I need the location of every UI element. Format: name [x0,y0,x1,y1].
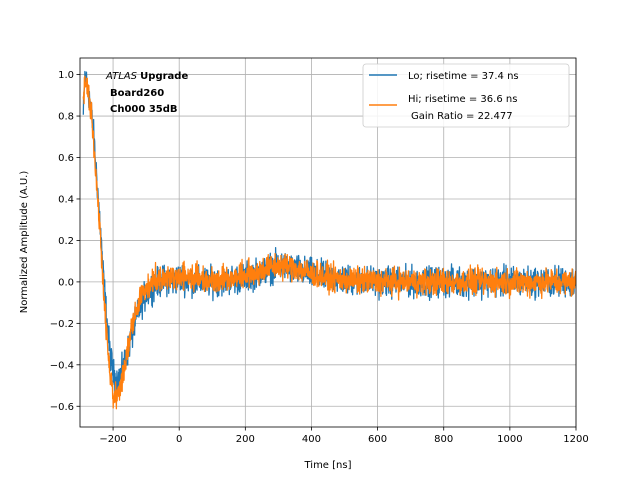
y-tick-label: 0.0 [58,277,74,288]
x-tick-label: 200 [236,434,255,445]
atlas-annotation: ATLAS Upgrade Board260 Ch000 35dB [105,71,188,115]
y-tick-label: 1.0 [58,70,74,81]
y-tick-label: 0.4 [58,194,74,205]
plot-frame [79,57,577,428]
channel-text: Ch000 35dB [110,104,178,115]
y-axis-label: Normalized Amplitude (A.U.) [19,171,30,314]
legend: Lo; risetime = 37.4 ns Hi; risetime = 36… [362,63,570,128]
axis-ticks: −200 0 200 400 600 800 1000 1200 −0.6 −0.4 −0.2 0.0… [50,70,589,445]
y-tick-label: −0.2 [50,319,74,330]
legend-label-lo: Lo; risetime = 37.4 ns [408,71,519,82]
x-tick-label: 400 [302,434,321,445]
x-tick-label: 800 [434,434,453,445]
series-line-hi [82,75,576,410]
y-tick-label: −0.6 [50,402,74,413]
series-layer [82,70,576,410]
x-axis-label: Time [ns] [303,460,351,471]
legend-label-hi: Hi; risetime = 36.6 ns [408,94,517,105]
y-tick-label: 0.2 [58,236,74,247]
upgrade-text: Upgrade [140,71,188,82]
y-tick-label: −0.4 [50,360,74,371]
legend-label-gain: Gain Ratio = 22.477 [411,111,513,122]
annotation-line-1: ATLAS Upgrade [105,71,188,82]
x-tick-label: −200 [99,434,126,445]
board-text: Board260 [110,88,164,99]
y-tick-label: 0.6 [58,153,74,164]
x-tick-label: 0 [176,434,182,445]
y-tick-label: 0.8 [58,112,74,123]
atlas-text: ATLAS [105,71,138,82]
x-tick-label: 600 [368,434,387,445]
x-tick-label: 1000 [497,434,522,445]
legend-box [362,63,570,128]
x-tick-label: 1200 [563,434,588,445]
